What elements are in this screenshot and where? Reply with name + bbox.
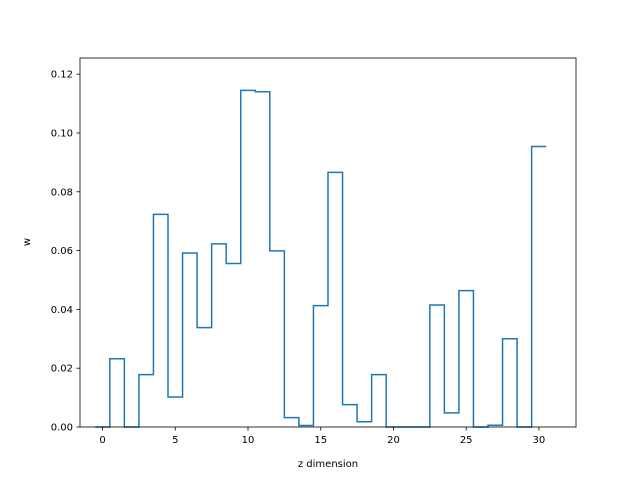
step-bin	[241, 90, 256, 427]
step-bin	[459, 291, 474, 427]
x-axis-ticks: 0 5 10 15 20 25 30	[99, 427, 545, 446]
step-bin	[168, 397, 183, 427]
x-tick-label: 15	[314, 435, 327, 446]
series-step-line	[95, 89, 547, 428]
step-bin	[503, 339, 518, 427]
y-tick-label: 0.08	[51, 187, 73, 198]
step-bin	[357, 422, 372, 427]
y-tick-label: 0.06	[51, 246, 73, 257]
y-tick-label: 0.12	[51, 70, 73, 81]
step-bin	[183, 253, 198, 427]
x-tick-label: 0	[99, 435, 105, 446]
y-axis-ticks: 0.00 0.02 0.04 0.06 0.08 0.10 0.12	[51, 70, 80, 434]
step-bin	[110, 359, 125, 427]
step-bin	[197, 328, 212, 427]
step-bin	[532, 147, 547, 427]
y-tick-label: 0.04	[51, 305, 73, 316]
axes-frame	[79, 57, 577, 428]
step-bin	[372, 375, 387, 427]
x-axis-label: z dimension	[298, 459, 358, 470]
y-tick-label: 0.00	[51, 423, 73, 434]
step-bin	[328, 172, 343, 427]
step-bin	[343, 405, 358, 427]
series-layer	[95, 89, 547, 428]
step-bin	[284, 418, 299, 427]
x-tick-label: 30	[533, 435, 546, 446]
y-tick-label: 0.02	[51, 364, 73, 375]
step-bin	[313, 306, 328, 427]
x-tick-label: 20	[387, 435, 400, 446]
step-bin	[212, 244, 227, 427]
step-bin	[270, 251, 285, 427]
step-bin	[226, 264, 241, 427]
x-tick-label: 5	[172, 435, 178, 446]
step-bin	[255, 92, 270, 427]
step-bin	[444, 413, 459, 427]
step-bin	[153, 214, 168, 427]
x-tick-label: 25	[460, 435, 473, 446]
x-tick-label: 10	[242, 435, 255, 446]
step-bin	[139, 375, 154, 427]
y-tick-label: 0.10	[51, 128, 73, 139]
y-axis-label: w	[22, 238, 33, 246]
step-bin	[430, 305, 445, 427]
